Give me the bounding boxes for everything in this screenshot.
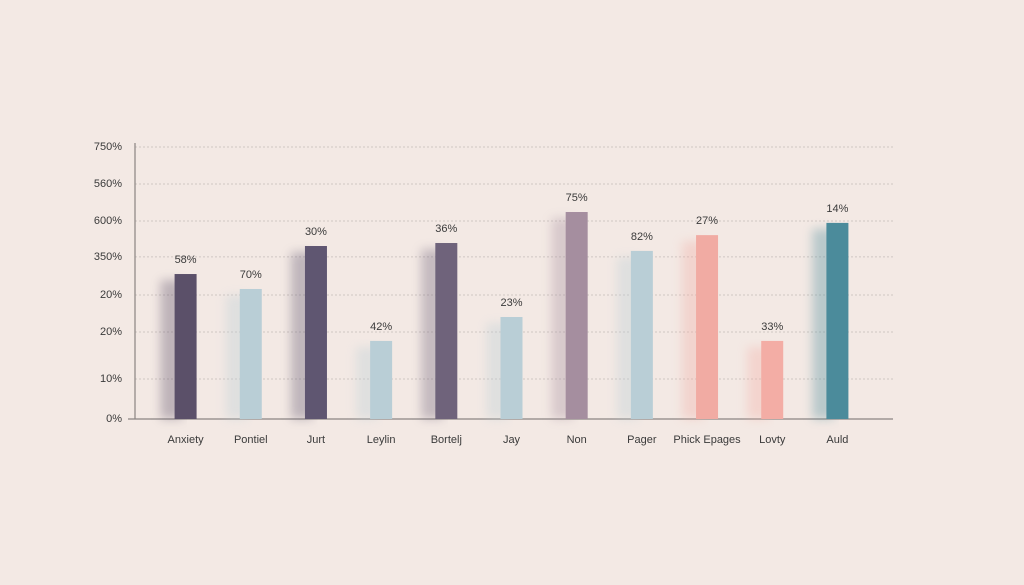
bar [761,340,784,419]
y-tick-label: 20% [100,289,122,301]
bar-annotation: 14% [826,203,848,215]
x-tick-label: Bortelj [431,434,462,446]
bar-annotation: 23% [500,297,522,309]
x-tick-label: Lovty [759,434,786,446]
bar [696,235,719,419]
y-tick-label: 10% [100,373,122,385]
x-tick-label: Non [567,434,587,446]
bar [435,243,458,419]
y-tick-label: 750% [94,141,122,153]
bar-annotation: 27% [696,215,718,227]
y-tick-label: 600% [94,215,122,227]
bar [565,212,588,419]
x-tick-label: Pontiel [234,434,268,446]
bar [500,317,523,419]
bar-annotation: 70% [240,269,262,281]
bar [630,250,653,419]
y-tick-label: 20% [100,326,122,338]
bar [239,288,262,419]
bar [304,246,327,419]
x-tick-label: Jay [503,434,521,446]
y-tick-label: 350% [94,251,122,263]
bar [370,340,393,419]
y-tick-label: 0% [106,413,122,425]
x-tick-label: Leylin [367,434,396,446]
bar-annotation: 42% [370,321,392,333]
bar [174,274,197,419]
bar [826,222,849,419]
bar-annotation: 30% [305,226,327,238]
x-tick-label: Auld [826,434,848,446]
x-tick-label: Jurt [307,434,325,446]
bar-annotation: 75% [566,192,588,204]
y-tick-label: 560% [94,178,122,190]
bar-annotation: 36% [435,223,457,235]
x-tick-label: Pager [627,434,657,446]
bar-annotation: 82% [631,231,653,243]
x-tick-label: Anxiety [168,434,205,446]
bar-annotation: 58% [175,254,197,266]
x-tick-label: Phick Epages [673,434,741,446]
bar-annotation: 33% [761,321,783,333]
